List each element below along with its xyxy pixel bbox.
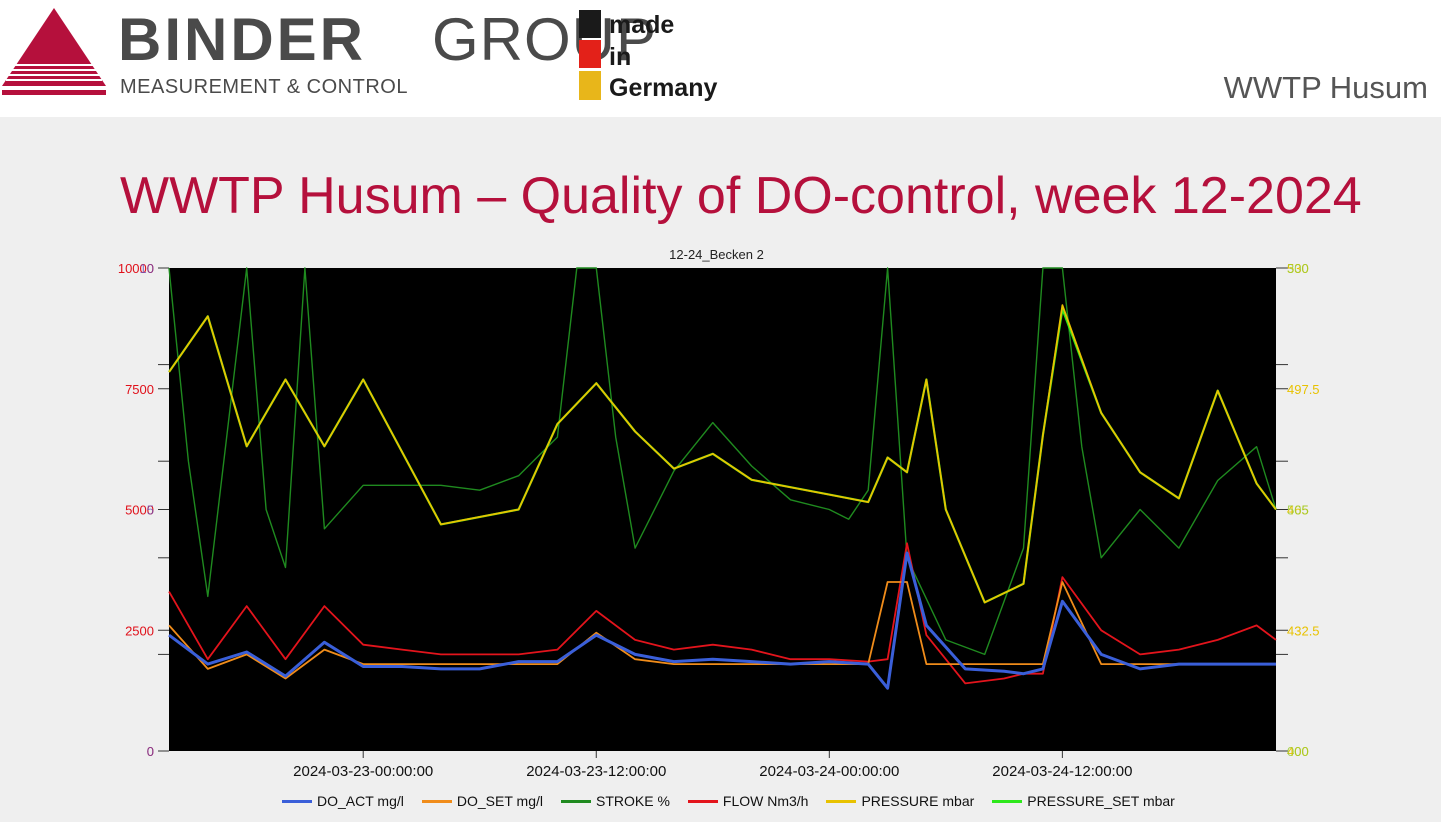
made-in-germany-line-3: Germany [609, 74, 718, 102]
legend-label: STROKE % [595, 793, 670, 809]
left-axis-tick-label: 0 [147, 744, 154, 759]
legend-item: PRESSURE mbar [826, 793, 974, 809]
right-axis-overlap-tick-label: 000 [1287, 744, 1309, 759]
left-axis-overlap-tick-label: 10 [140, 261, 154, 276]
right-axis-overlap-tick-label: 505 [1287, 503, 1309, 518]
slide-title: WWTP Husum – Quality of DO-control, week… [120, 167, 1362, 225]
right-axis-tick-label: 400 [1287, 744, 1309, 759]
right-axis-tick-label: 497.5 [1287, 382, 1320, 397]
left-axis-tick-label: 5000 [125, 503, 154, 518]
series-line-flow [168, 542, 1277, 685]
legend-label: PRESSURE mbar [861, 793, 975, 809]
legend-swatch [282, 799, 312, 803]
left-axis-tick-label: 7500 [125, 382, 154, 397]
legend-item: DO_SET mg/l [421, 793, 543, 809]
legend-item: PRESSURE_SET mbar [992, 793, 1175, 809]
german-flag-red-stripe [579, 40, 601, 68]
chart-title: 12-24_Becken 2 [669, 247, 764, 262]
left-axis-overlap-tick-label: 0 [147, 744, 154, 759]
german-flag-gold-stripe [579, 71, 601, 100]
german-flag-black-stripe [579, 10, 601, 38]
legend-label: DO_ACT mg/l [317, 793, 404, 809]
slide-header: BINDER GROUP MEASUREMENT & CONTROL made … [0, 0, 1441, 117]
made-in-germany-line-1: made [609, 11, 675, 39]
legend-label: PRESSURE_SET mbar [1027, 793, 1175, 809]
brand-name-light: GROUP [432, 6, 658, 73]
x-axis-tick-label: 2024-03-23-12:00:00 [526, 763, 666, 780]
x-axis-tick-label: 2024-03-23-00:00:00 [293, 763, 433, 780]
legend-label: DO_SET mg/l [456, 793, 543, 809]
site-label: WWTP Husum [1223, 70, 1428, 105]
left-axis-tick-label: 2500 [125, 623, 154, 638]
brand-subtitle: MEASUREMENT & CONTROL [120, 76, 408, 98]
legend-swatch [826, 799, 857, 803]
right-axis-tick-label: 530 [1287, 261, 1309, 276]
series-line-do-act [168, 551, 1276, 690]
x-axis-tick-label: 2024-03-24-12:00:00 [992, 763, 1132, 780]
legend-swatch [560, 799, 591, 803]
brand-name-strong: BINDER [118, 6, 367, 73]
legend-swatch [421, 799, 452, 803]
series-line-pressure [168, 304, 1277, 604]
chart-legend: DO_ACT mg/l DO_SET mg/l STROKE % FLOW Nm3/h… [282, 789, 1193, 813]
right-axis-tick-label: 432.5 [1287, 623, 1320, 638]
made-in-germany-line-2: in [609, 43, 632, 71]
x-axis-tick-label: 2024-03-24-00:00:00 [759, 763, 899, 780]
plot-area [169, 268, 1276, 751]
left-axis-tick-label: 10000 [118, 261, 154, 276]
legend-label: FLOW Nm3/h [722, 793, 809, 809]
left-axis-overlap-tick-label: 5 [147, 503, 154, 518]
right-axis-tick-label: 465 [1287, 503, 1309, 518]
legend-item: DO_ACT mg/l [282, 793, 404, 809]
legend-item: FLOW Nm3/h [687, 793, 809, 809]
legend-swatch [687, 799, 718, 803]
legend-item: STROKE % [560, 793, 670, 809]
series-line-stroke [168, 267, 1277, 656]
bindergroup-logo-icon [2, 8, 106, 95]
legend-swatch [992, 799, 1023, 803]
right-axis-overlap-tick-label: 300 [1287, 261, 1309, 276]
